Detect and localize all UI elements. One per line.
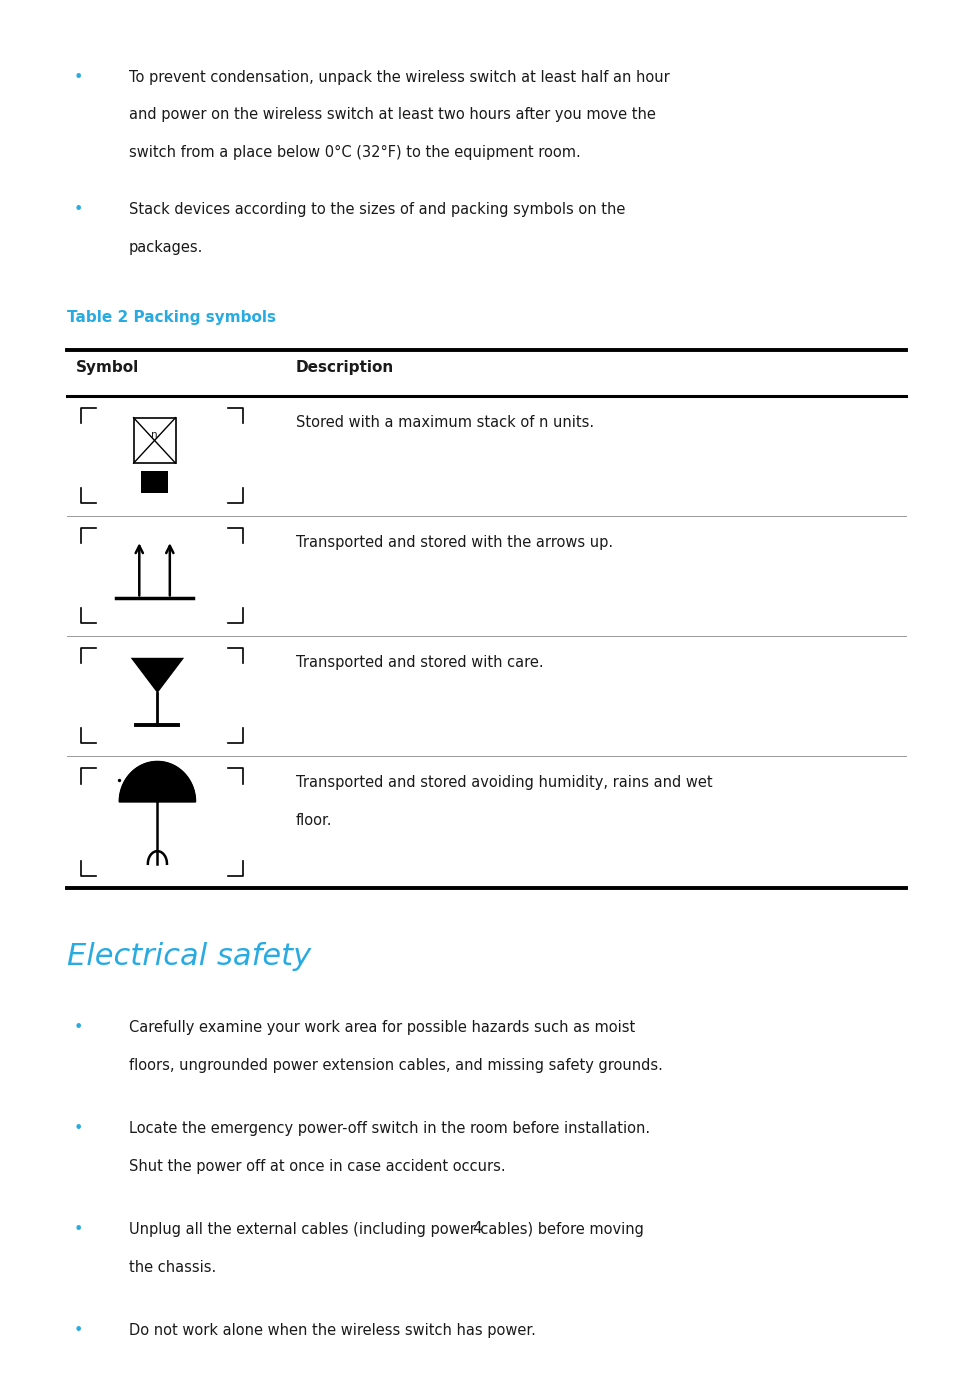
Polygon shape [131,658,184,694]
Text: •: • [73,202,83,217]
Text: switch from a place below 0°C (32°F) to the equipment room.: switch from a place below 0°C (32°F) to … [129,145,580,160]
Text: •: • [73,1020,83,1035]
Text: floor.: floor. [295,813,332,828]
Text: n: n [152,430,157,441]
Bar [133,417,175,463]
Text: Transported and stored with the arrows up.: Transported and stored with the arrows u… [295,535,612,550]
Text: Carefully examine your work area for possible hazards such as moist: Carefully examine your work area for pos… [129,1020,635,1035]
Text: floors, ungrounded power extension cables, and missing safety grounds.: floors, ungrounded power extension cable… [129,1057,662,1072]
Text: •: • [73,1121,83,1136]
Text: Transported and stored avoiding humidity, rains and wet: Transported and stored avoiding humidity… [295,775,712,789]
Text: To prevent condensation, unpack the wireless switch at least half an hour: To prevent condensation, unpack the wire… [129,69,669,84]
Text: and power on the wireless switch at least two hours after you move the: and power on the wireless switch at leas… [129,108,655,123]
Text: packages.: packages. [129,240,203,256]
Text: Unplug all the external cables (including power cables) before moving: Unplug all the external cables (includin… [129,1222,643,1237]
Text: Symbol: Symbol [76,361,139,375]
Text: Electrical safety: Electrical safety [67,941,311,970]
Text: Locate the emergency power-off switch in the room before installation.: Locate the emergency power-off switch in… [129,1121,649,1136]
Text: Do not work alone when the wireless switch has power.: Do not work alone when the wireless swit… [129,1323,535,1338]
Bar [141,471,168,493]
Text: Description: Description [295,361,394,375]
Text: •: • [73,1222,83,1237]
Text: •: • [73,69,83,84]
Text: Stack devices according to the sizes of and packing symbols on the: Stack devices according to the sizes of … [129,202,624,217]
Text: 4: 4 [472,1220,481,1236]
Text: Stored with a maximum stack of n units.: Stored with a maximum stack of n units. [295,415,593,430]
Polygon shape [119,761,195,802]
Polygon shape [119,761,195,802]
Text: •: • [73,1323,83,1338]
Text: Shut the power off at once in case accident occurs.: Shut the power off at once in case accid… [129,1159,505,1173]
Text: Table 2 Packing symbols: Table 2 Packing symbols [67,310,275,325]
Text: Transported and stored with care.: Transported and stored with care. [295,655,543,670]
Text: the chassis.: the chassis. [129,1260,215,1276]
